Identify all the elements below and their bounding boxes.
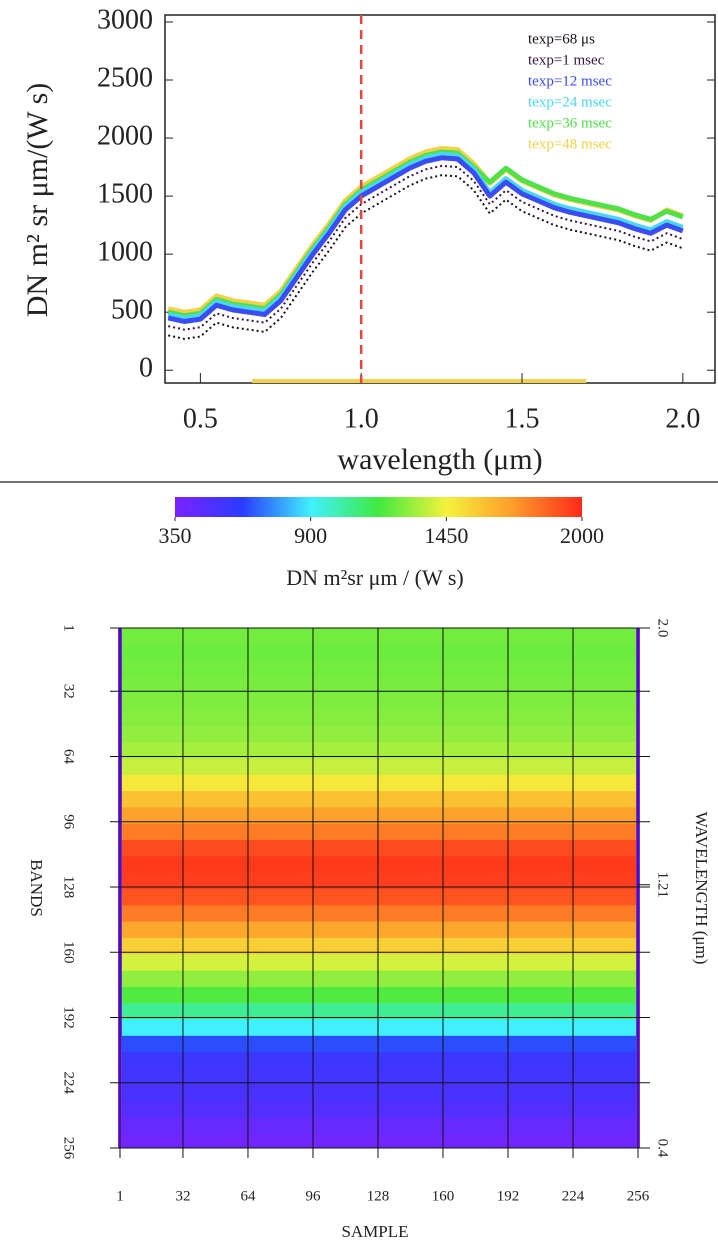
y-tick-label: 1500 — [97, 179, 153, 210]
series-line — [167, 155, 684, 324]
x-axis-title: wavelength (μm) — [337, 443, 542, 476]
x-tick-label: 1.5 — [505, 403, 540, 434]
heatmap-row — [120, 954, 638, 972]
y-axis-title: DN m² sr μm/(W s) — [21, 83, 54, 318]
y-tick-label: 2500 — [97, 62, 153, 93]
y2-tick-label: 0.4 — [655, 1139, 671, 1158]
y-tick-label: 224 — [61, 1071, 77, 1094]
heatmap-row — [120, 791, 638, 808]
colorbar-tick-label: 1450 — [424, 523, 468, 548]
y-tick-label: 128 — [61, 876, 77, 899]
heatmap-row — [120, 709, 638, 727]
heatmap-row — [120, 1019, 638, 1037]
y-tick-label: 256 — [61, 1137, 77, 1160]
colorbar-title: DN m²sr μm / (W s) — [286, 565, 463, 590]
heatmap-row — [120, 986, 638, 1004]
heatmap-row — [120, 905, 638, 923]
heatmap-row — [120, 970, 638, 988]
heatmap-row — [120, 823, 638, 841]
heatmap-row — [120, 1003, 638, 1021]
x-tick-label: 160 — [432, 1188, 455, 1204]
y2-tick-label: 1.21 — [655, 872, 671, 898]
y-axis-title: BANDS — [27, 859, 46, 917]
x-tick-label: 192 — [497, 1188, 520, 1204]
colorbar — [175, 497, 582, 517]
x-tick-label: 1 — [116, 1188, 124, 1204]
heatmap-row — [120, 1084, 638, 1102]
y-tick-label: 192 — [61, 1006, 77, 1029]
legend-entry: texp=12 msec — [528, 73, 612, 89]
y-tick-label: 96 — [61, 814, 77, 830]
heatmap-row — [120, 1117, 638, 1135]
heatmap-row — [120, 1035, 638, 1053]
colorbar-tick-label: 350 — [159, 523, 192, 548]
x-tick-label: 64 — [240, 1188, 256, 1204]
heatmap-row — [120, 872, 638, 890]
y-tick-label: 2000 — [97, 120, 153, 151]
heatmap-row — [120, 725, 638, 743]
legend-entry: texp=68 μs — [528, 31, 595, 47]
series-line — [168, 164, 684, 331]
heatmap-row — [120, 693, 638, 711]
series-line — [168, 174, 684, 340]
y2-axis-title: WAVELENGTH (μm) — [692, 812, 711, 965]
x-tick-label: 0.5 — [183, 403, 218, 434]
legend-entry: texp=48 msec — [528, 136, 612, 152]
y-tick-label: 0 — [139, 353, 153, 384]
heatmap-row — [120, 1101, 638, 1118]
x-axis-title: SAMPLE — [341, 1222, 408, 1241]
heatmap-row — [120, 807, 638, 825]
y-tick-label: 3000 — [97, 4, 153, 35]
heatmap-row — [120, 742, 638, 760]
heatmap-row — [120, 644, 638, 662]
y-tick-label: 160 — [61, 941, 77, 964]
x-tick-label: 1.0 — [344, 403, 379, 434]
heatmap-row — [120, 937, 638, 955]
x-tick-label: 96 — [305, 1188, 321, 1204]
heatmap-row — [120, 840, 638, 857]
colorbar-tick-label: 900 — [294, 523, 327, 548]
heatmap-row — [120, 1052, 638, 1069]
y-tick-label: 32 — [61, 684, 77, 699]
y2-tick-label: 2.0 — [655, 619, 671, 638]
heatmap-row — [120, 676, 638, 694]
legend-entry: texp=36 msec — [528, 115, 612, 131]
x-tick-label: 256 — [627, 1188, 650, 1204]
y-tick-label: 500 — [111, 295, 153, 326]
legend-entry: texp=1 msec — [528, 52, 605, 68]
heatmap-row — [120, 758, 638, 776]
heatmap-row — [120, 856, 638, 874]
x-tick-label: 224 — [562, 1188, 585, 1204]
heatmap-row — [120, 1133, 638, 1149]
x-tick-label: 2.0 — [665, 403, 700, 434]
heatmap-row — [120, 1068, 638, 1086]
heatmap-row — [120, 628, 638, 645]
heatmap-row — [120, 921, 638, 939]
legend-entry: texp=24 msec — [528, 94, 612, 110]
x-tick-label: 128 — [367, 1188, 390, 1204]
heatmap-row — [120, 889, 638, 906]
series-line — [167, 151, 684, 321]
y-tick-label: 64 — [61, 749, 77, 765]
heatmap-row — [120, 660, 638, 678]
highlight-span — [251, 379, 587, 383]
y-tick-label: 1 — [61, 624, 77, 632]
heatmap-row — [120, 774, 638, 792]
y-tick-label: 1000 — [97, 237, 153, 268]
x-tick-label: 32 — [175, 1188, 190, 1204]
colorbar-tick-label: 2000 — [560, 523, 604, 548]
